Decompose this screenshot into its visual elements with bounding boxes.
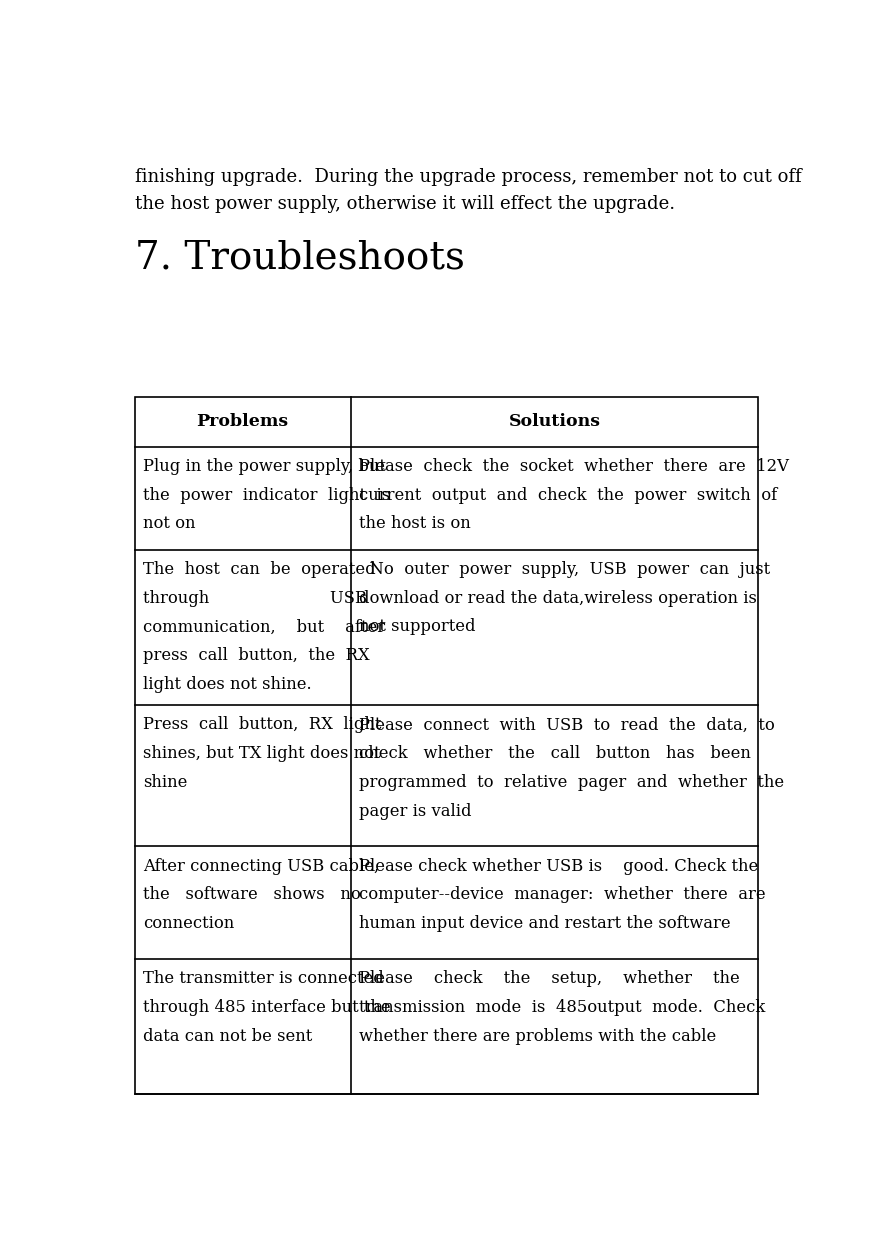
Text: the host power supply, otherwise it will effect the upgrade.: the host power supply, otherwise it will…: [134, 195, 675, 212]
Text: Please  connect  with  USB  to  read  the  data,  to
check   whether   the   cal: Please connect with USB to read the data…: [359, 717, 784, 820]
Text: The  host  can  be  operated
through                       USB
communication,   : The host can be operated through USB com…: [143, 560, 385, 693]
Text: Please  check  the  socket  whether  there  are  12V
current  output  and  check: Please check the socket whether there ar…: [359, 458, 788, 532]
Text: Press  call  button,  RX  light
shines, but TX light does not
shine: Press call button, RX light shines, but …: [143, 717, 381, 791]
Text: Problems: Problems: [197, 413, 288, 430]
Text: Solutions: Solutions: [509, 413, 600, 430]
Text: Please    check    the    setup,    whether    the
transmission  mode  is  485ou: Please check the setup, whether the tran…: [359, 970, 765, 1044]
Text: Please check whether USB is    good. Check the
computer--device  manager:  wheth: Please check whether USB is good. Check …: [359, 858, 766, 932]
Text: The transmitter is connected
through 485 interface but the
data can not be sent: The transmitter is connected through 485…: [143, 970, 390, 1044]
Bar: [134, 397, 759, 1094]
Text: After connecting USB cable,
the   software   shows   no
connection: After connecting USB cable, the software…: [143, 858, 379, 932]
Text: No  outer  power  supply,  USB  power  can  just
download or read the data,wirel: No outer power supply, USB power can jus…: [359, 560, 770, 635]
Text: Plug in the power supply, but
the  power  indicator  light  is
not on: Plug in the power supply, but the power …: [143, 458, 389, 532]
Text: finishing upgrade.  During the upgrade process, remember not to cut off: finishing upgrade. During the upgrade pr…: [134, 167, 801, 186]
Text: 7. Troubleshoots: 7. Troubleshoots: [134, 239, 464, 277]
